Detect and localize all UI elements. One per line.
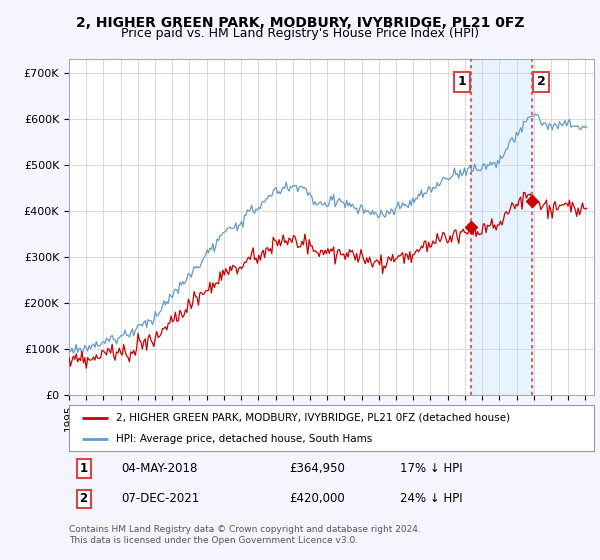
Text: £364,950: £364,950	[290, 462, 346, 475]
Text: 24% ↓ HPI: 24% ↓ HPI	[400, 492, 463, 506]
Text: 07-DEC-2021: 07-DEC-2021	[121, 492, 200, 506]
Text: Contains HM Land Registry data © Crown copyright and database right 2024.
This d: Contains HM Land Registry data © Crown c…	[69, 525, 421, 545]
Text: £420,000: £420,000	[290, 492, 345, 506]
Text: 04-MAY-2018: 04-MAY-2018	[121, 462, 198, 475]
Text: HPI: Average price, detached house, South Hams: HPI: Average price, detached house, Sout…	[116, 435, 373, 444]
Text: Price paid vs. HM Land Registry's House Price Index (HPI): Price paid vs. HM Land Registry's House …	[121, 27, 479, 40]
Text: 1: 1	[79, 462, 88, 475]
Text: 17% ↓ HPI: 17% ↓ HPI	[400, 462, 463, 475]
Text: 2: 2	[536, 75, 545, 88]
Text: 2, HIGHER GREEN PARK, MODBURY, IVYBRIDGE, PL21 0FZ: 2, HIGHER GREEN PARK, MODBURY, IVYBRIDGE…	[76, 16, 524, 30]
Bar	[471, 59, 532, 395]
Text: 2, HIGHER GREEN PARK, MODBURY, IVYBRIDGE, PL21 0FZ (detached house): 2, HIGHER GREEN PARK, MODBURY, IVYBRIDGE…	[116, 413, 511, 423]
Text: 1: 1	[458, 75, 467, 88]
Text: 2: 2	[79, 492, 88, 506]
